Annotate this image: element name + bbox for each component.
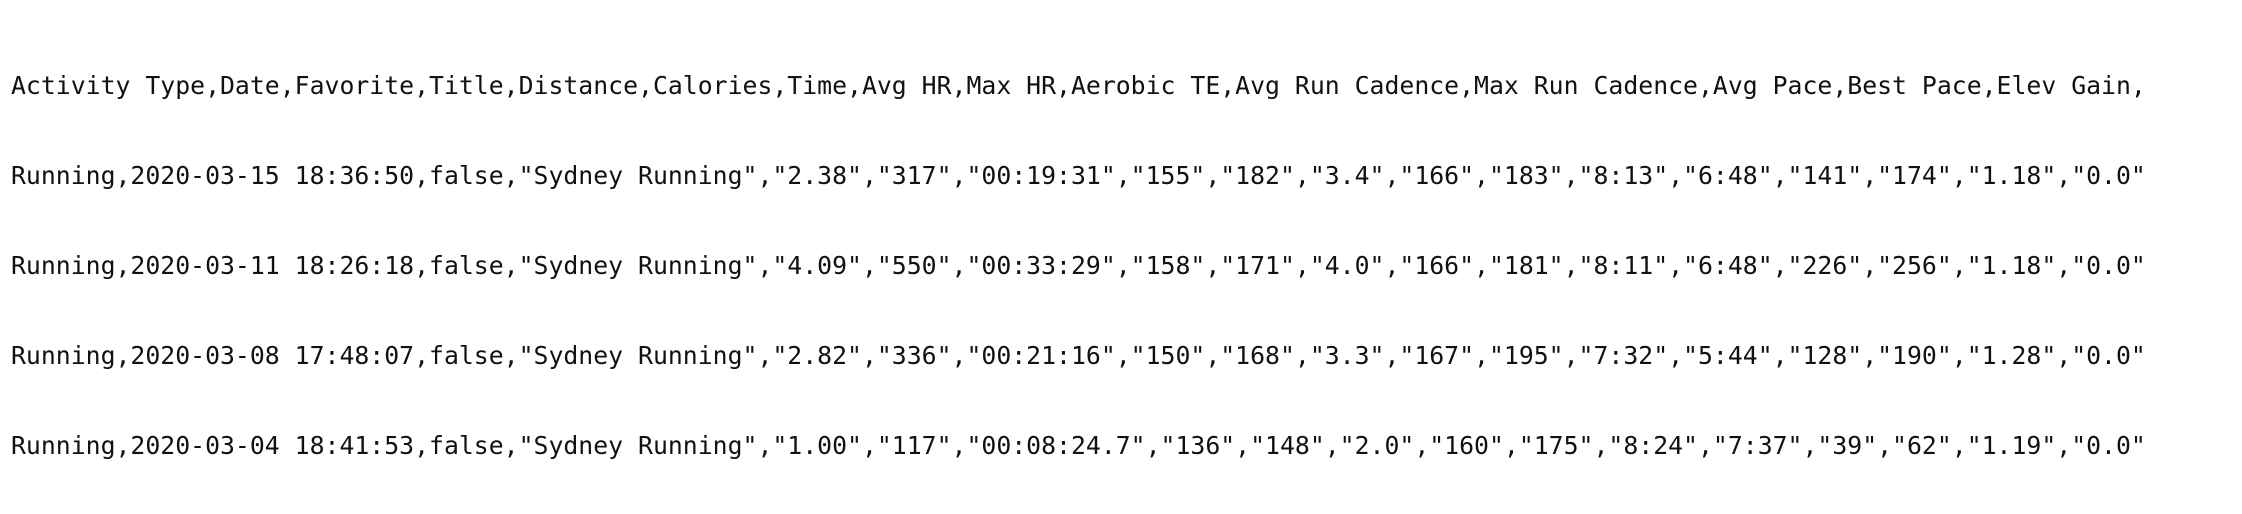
csv-data-row: Running,2020-03-11 18:26:18,false,"Sydne… <box>11 251 2146 280</box>
csv-lines: Activity Type,Date,Favorite,Title,Distan… <box>11 11 2146 514</box>
csv-header-row: Activity Type,Date,Favorite,Title,Distan… <box>11 71 2146 100</box>
csv-data-row: Running,2020-03-15 18:36:50,false,"Sydne… <box>11 161 2146 190</box>
csv-data-row: Running,2020-03-04 18:41:53,false,"Sydne… <box>11 431 2146 460</box>
csv-data-row: Running,2020-03-08 17:48:07,false,"Sydne… <box>11 341 2146 370</box>
